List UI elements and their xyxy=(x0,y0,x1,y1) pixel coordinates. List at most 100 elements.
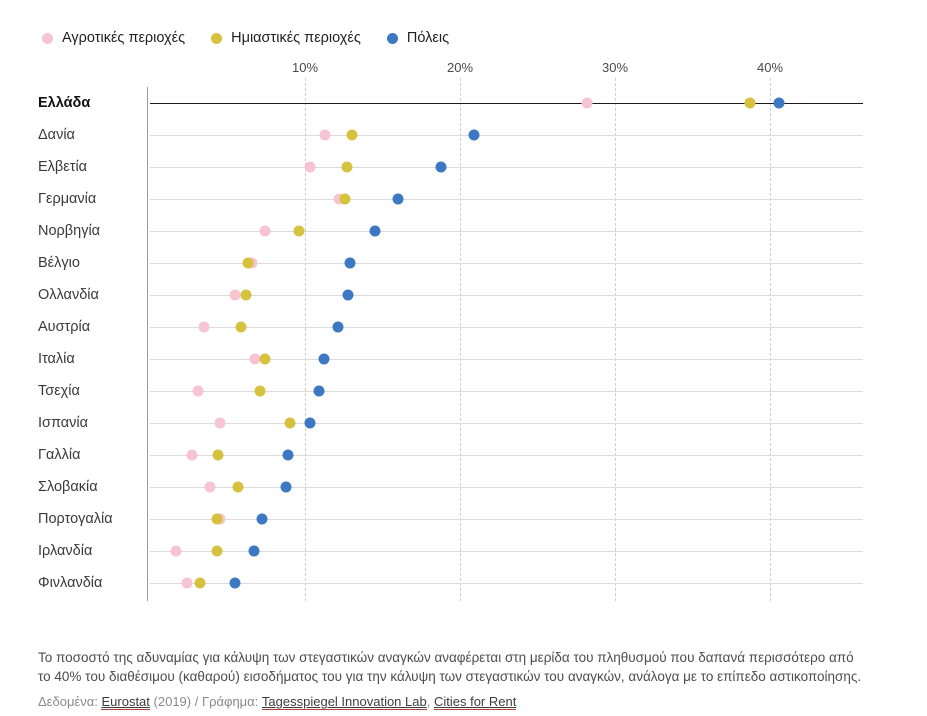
cities-dot-3 xyxy=(392,193,404,205)
source-separator: , xyxy=(426,694,431,709)
footnote: Το ποσοστό της αδυναμίας για κάλυψη των … xyxy=(38,650,862,684)
cities-dot-13 xyxy=(256,513,268,525)
rural-dot-15 xyxy=(181,577,193,589)
semi_urban-dot-5 xyxy=(242,257,254,269)
row-label-4: Νορβηγία xyxy=(38,223,101,239)
row-line-14 xyxy=(150,550,863,552)
row-line-15 xyxy=(150,582,863,584)
row-label-8: Ιταλία xyxy=(38,351,75,367)
cities-dot-0 xyxy=(773,97,785,109)
legend-item-cities: Πόλεις xyxy=(386,30,450,46)
row-line-1 xyxy=(150,134,863,136)
row-label-3: Γερμανία xyxy=(38,191,97,207)
source-link-citiesforrent[interactable]: Cities for Rent xyxy=(433,694,517,710)
rural-dot-8 xyxy=(249,353,261,365)
row-line-13 xyxy=(150,518,863,520)
cities-dot-15 xyxy=(229,577,241,589)
y-axis-line xyxy=(147,87,148,601)
rural-dot-1 xyxy=(319,129,331,141)
row-line-8 xyxy=(150,358,863,360)
row-label-1: Δανία xyxy=(38,127,75,143)
row-line-7 xyxy=(150,326,863,328)
cities-dot-9 xyxy=(313,385,325,397)
source-middle: (2019) / Γράφημα: xyxy=(153,694,259,709)
semi_urban-dot-10 xyxy=(284,417,295,429)
rural-dot-9 xyxy=(192,385,204,397)
legend-label-semi_urban: Ημιαστικές περιοχές xyxy=(231,30,361,46)
legend-item-semi_urban: Ημιαστικές περιοχές xyxy=(211,30,361,46)
source-line: Δεδομένα: Eurostat (2019) / Γράφημα: Tag… xyxy=(38,694,864,710)
semi_urban-dot-13 xyxy=(211,513,223,525)
semi_urban-dot-12 xyxy=(232,481,244,493)
row-label-10: Ισπανία xyxy=(38,415,89,431)
semi_urban-dot-14 xyxy=(211,545,223,557)
row-label-11: Γαλλία xyxy=(38,447,81,463)
row-line-2 xyxy=(150,166,863,168)
rural-dot-10 xyxy=(214,417,226,429)
legend-label-rural: Αγροτικές περιοχές xyxy=(62,30,186,46)
cities-dot-14 xyxy=(248,545,260,557)
semi_urban-dot-1 xyxy=(346,129,357,141)
legend-label-cities: Πόλεις xyxy=(406,30,450,46)
semi_urban-dot-3 xyxy=(339,193,351,205)
plot-area xyxy=(150,87,863,599)
row-line-9 xyxy=(150,390,863,392)
cities-dot-10 xyxy=(304,417,316,429)
source-link-eurostat[interactable]: Eurostat xyxy=(101,694,150,710)
cities-dot-5 xyxy=(344,257,356,269)
cities-dot-4 xyxy=(369,225,381,237)
semi_urban-dot-2 xyxy=(341,161,353,173)
row-line-4 xyxy=(150,230,863,232)
row-line-6 xyxy=(150,294,863,296)
source-prefix: Δεδομένα: xyxy=(38,694,98,709)
cities-dot-12 xyxy=(280,481,292,493)
rural-legend-dot-icon xyxy=(42,32,53,44)
semi_urban-dot-9 xyxy=(254,385,266,397)
row-label-6: Ολλανδία xyxy=(38,287,99,303)
row-label-12: Σλοβακία xyxy=(38,479,98,495)
rural-dot-7 xyxy=(198,321,210,333)
semi_urban-dot-11 xyxy=(212,449,224,461)
rural-dot-6 xyxy=(229,289,241,301)
cities-dot-2 xyxy=(435,161,447,173)
cities-dot-6 xyxy=(342,289,354,301)
rural-dot-0 xyxy=(581,97,593,109)
semi_urban-dot-6 xyxy=(240,289,252,301)
row-label-14: Ιρλανδία xyxy=(38,543,93,559)
rural-dot-12 xyxy=(204,481,216,493)
semi_urban-dot-4 xyxy=(293,225,305,237)
row-label-5: Βέλγιο xyxy=(38,255,80,271)
cities-dot-7 xyxy=(332,321,344,333)
row-line-11 xyxy=(150,454,863,456)
row-line-0 xyxy=(150,102,863,104)
rural-dot-4 xyxy=(259,225,271,237)
row-line-12 xyxy=(150,486,863,488)
source-link-tagesspiegel[interactable]: Tagesspiegel Innovation Lab xyxy=(261,694,427,710)
x-axis-ticks: 10% 20% 30% 40% xyxy=(150,60,863,78)
x-tick-40: 40% xyxy=(756,60,784,75)
x-tick-30: 30% xyxy=(601,60,629,75)
cities-dot-11 xyxy=(282,449,294,461)
rural-dot-14 xyxy=(170,545,182,557)
row-label-13: Πορτογαλία xyxy=(38,511,113,527)
legend: Αγροτικές περιοχές Ημιαστικές περιοχές Πόλ… xyxy=(42,30,449,46)
row-label-2: Ελβετία xyxy=(38,159,88,175)
x-tick-20: 20% xyxy=(446,60,474,75)
cities-dot-8 xyxy=(318,353,330,365)
semi_urban-dot-8 xyxy=(259,353,271,365)
semi_urban-dot-15 xyxy=(194,577,206,589)
row-label-0: Ελλάδα xyxy=(38,95,91,111)
row-label-15: Φινλανδία xyxy=(38,575,103,591)
rural-dot-2 xyxy=(304,161,316,173)
semi_urban-legend-dot-icon xyxy=(211,32,223,44)
cities-legend-dot-icon xyxy=(386,32,398,44)
legend-item-rural: Αγροτικές περιοχές xyxy=(42,30,185,46)
x-tick-10: 10% xyxy=(291,60,319,75)
row-line-5 xyxy=(150,262,863,264)
row-line-10 xyxy=(150,422,863,424)
semi_urban-dot-0 xyxy=(744,97,756,109)
row-line-3 xyxy=(150,198,863,200)
cities-dot-1 xyxy=(468,129,480,141)
semi_urban-dot-7 xyxy=(235,321,247,333)
